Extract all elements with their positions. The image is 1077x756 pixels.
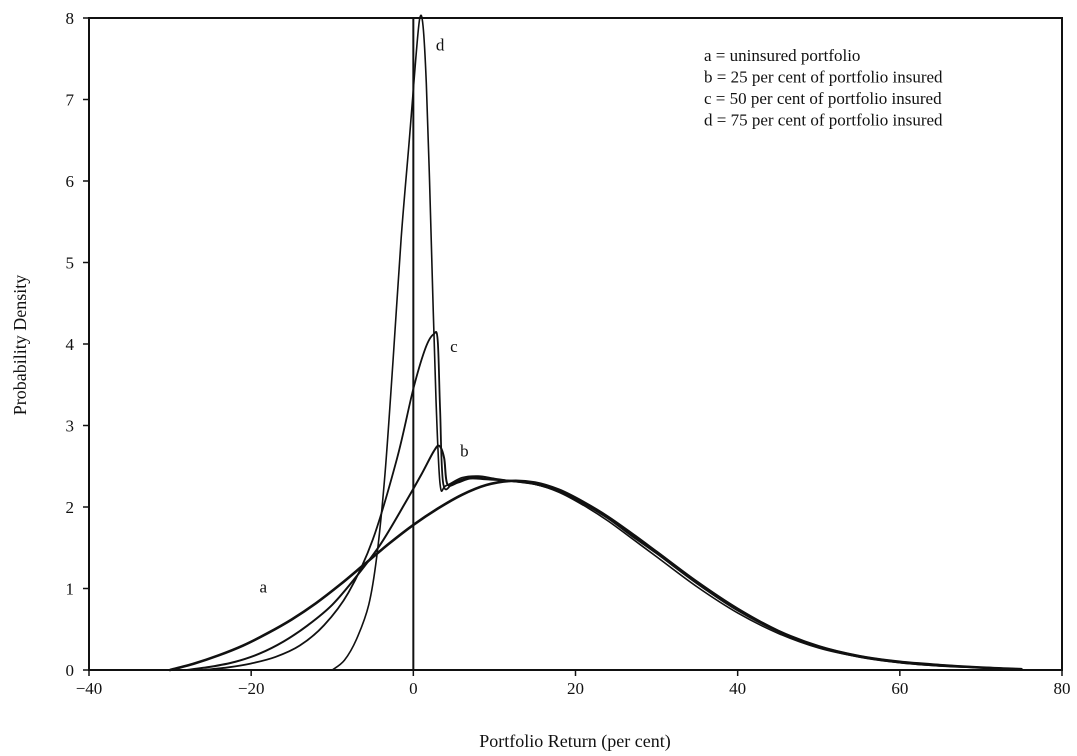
y-tick-label: 8: [66, 9, 75, 28]
legend-entry: d = 75 per cent of portfolio insured: [704, 111, 943, 130]
y-tick-label: 4: [66, 335, 75, 354]
curve-label-c: c: [450, 337, 458, 356]
y-tick-label: 3: [66, 417, 75, 436]
x-tick-label: −40: [76, 679, 103, 698]
y-tick-label: 6: [66, 172, 75, 191]
series-group: [168, 14, 1023, 672]
series-line-d: [331, 14, 1023, 671]
x-tick-label: 0: [409, 679, 418, 698]
y-tick-label: 2: [66, 498, 75, 517]
x-tick-label: −20: [238, 679, 265, 698]
curve-label-a: a: [260, 578, 268, 597]
legend-entry: a = uninsured portfolio: [704, 46, 860, 65]
x-axis-title: Portfolio Return (per cent): [479, 731, 670, 752]
series-line-c: [201, 330, 1023, 671]
x-tick-label: 20: [567, 679, 584, 698]
y-tick-label: 5: [66, 254, 75, 273]
x-tick-label: 40: [729, 679, 746, 698]
curve-labels: a b c d: [260, 36, 469, 597]
curve-label-b: b: [460, 441, 469, 460]
x-tick-label: 80: [1054, 679, 1071, 698]
y-axis-title: Probability Density: [10, 275, 30, 416]
x-tick-label: 60: [891, 679, 908, 698]
legend: a = uninsured portfolio b = 25 per cent o…: [704, 46, 943, 130]
curve-label-d: d: [436, 36, 445, 55]
y-tick-label: 7: [66, 91, 75, 110]
axis-ticks: −40 −20 0 20 40 60 80 0 1 2 3 4 5 6 7 8: [66, 9, 1071, 698]
y-tick-label: 1: [66, 580, 75, 599]
y-tick-label: 0: [66, 661, 75, 680]
legend-entry: c = 50 per cent of portfolio insured: [704, 89, 942, 108]
legend-entry: b = 25 per cent of portfolio insured: [704, 68, 943, 87]
